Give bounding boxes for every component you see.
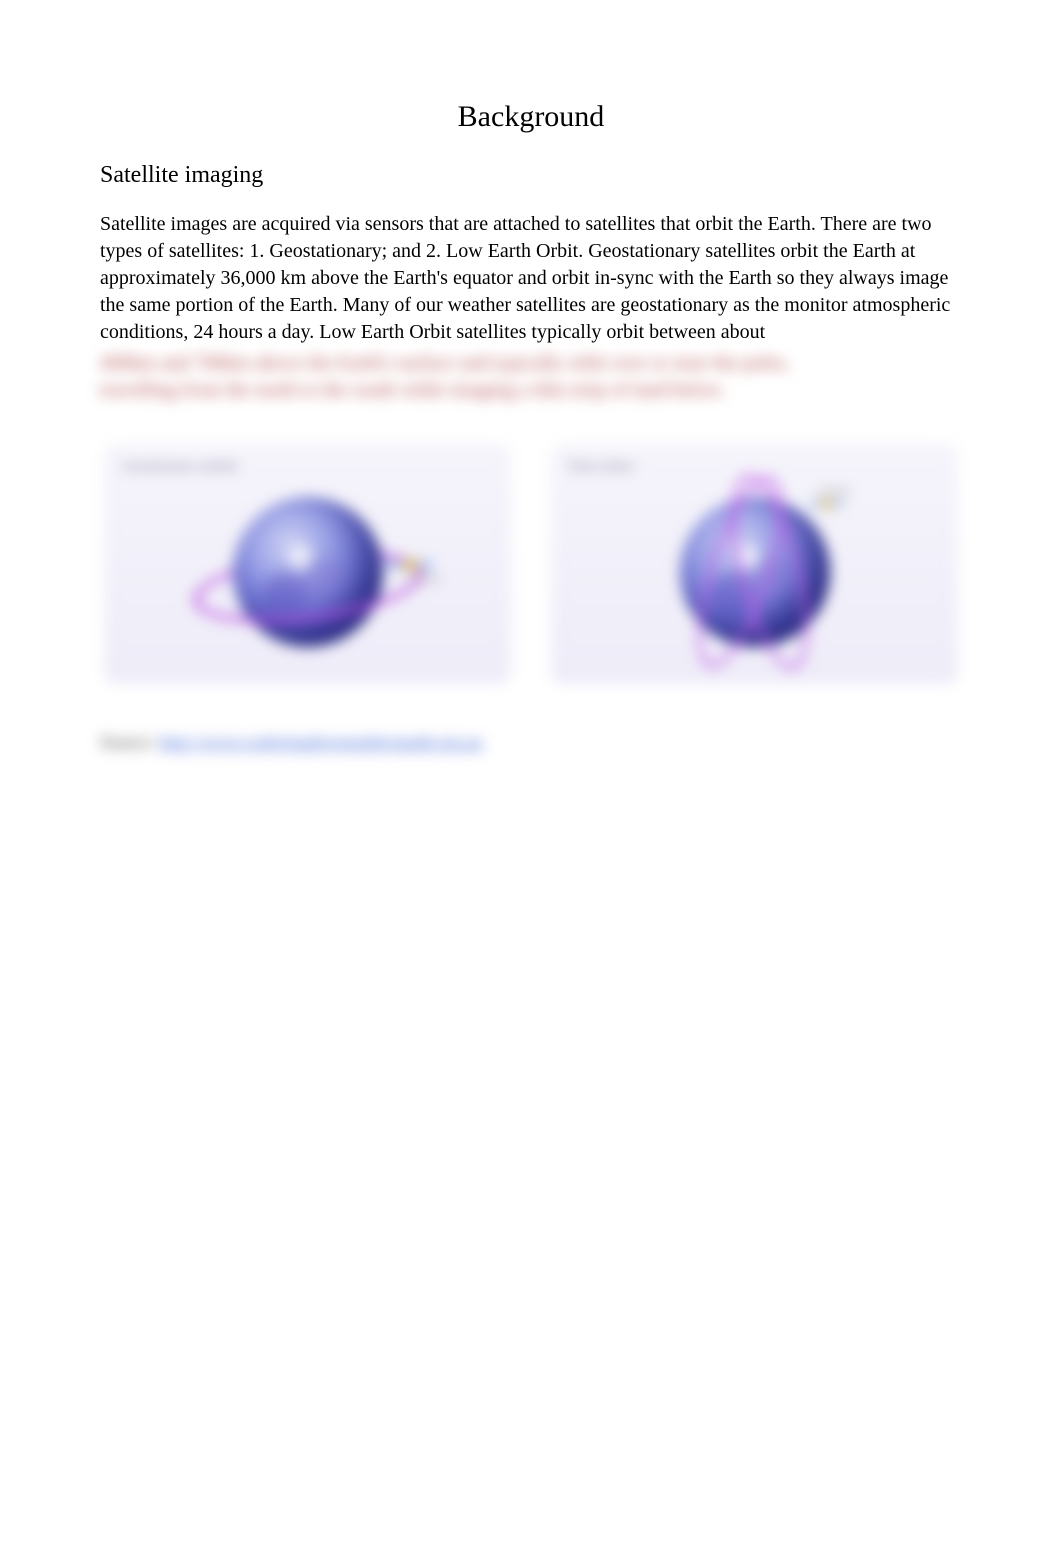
satellite-icon: [402, 560, 418, 570]
diagram-label: Polar orbiter: [569, 458, 940, 474]
polar-orbiter-diagram-card: Polar orbiter Satellite: [551, 444, 958, 684]
body-paragraph: Satellite images are acquired via sensor…: [100, 211, 962, 346]
page-title: Background: [100, 100, 962, 134]
blurred-paragraph: 400km and 700km above the Earth's surfac…: [100, 350, 962, 404]
globe-figure: Satellite: [665, 482, 845, 662]
source-citation: Source: http://www.waferingdownunderstan…: [100, 732, 962, 753]
orbit-ring-front-icon: [189, 540, 425, 634]
section-heading: Satellite imaging: [100, 162, 962, 189]
source-link[interactable]: http://www.waferingdownunderstandr.org.a…: [159, 732, 482, 752]
blurred-line: travelling from the north to the south w…: [100, 379, 725, 401]
geostationary-diagram-card: Geostationary satellite Satellite: [104, 444, 511, 684]
source-prefix: Source:: [100, 732, 159, 752]
blurred-line: 400km and 700km above the Earth's surfac…: [100, 352, 790, 374]
satellite-icon: [821, 500, 833, 508]
document-page: Background Satellite imaging Satellite i…: [0, 0, 1062, 753]
globe-figure: Satellite: [218, 482, 398, 662]
satellite-label: Satellite: [818, 486, 851, 497]
diagram-row: Geostationary satellite Satellite Polar …: [100, 444, 962, 684]
diagram-label: Geostationary satellite: [122, 458, 493, 474]
blurred-content-region: 400km and 700km above the Earth's surfac…: [100, 350, 962, 753]
